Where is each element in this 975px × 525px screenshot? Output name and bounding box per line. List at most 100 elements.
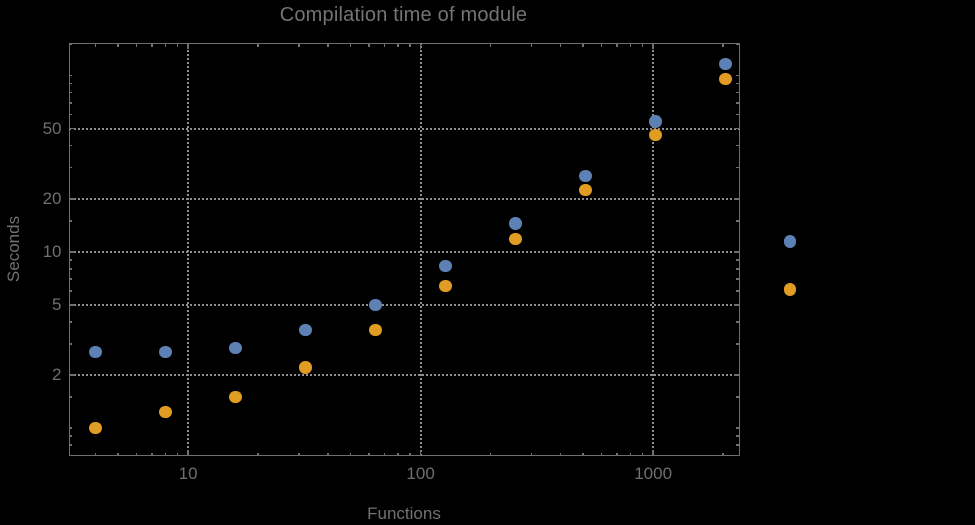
y-tick (736, 92, 740, 94)
x-tick (327, 43, 329, 47)
x-tick (164, 452, 167, 456)
y-tick (736, 44, 740, 46)
data-point-series-2-orange (719, 72, 732, 86)
x-tick (187, 43, 189, 49)
x-tick (641, 452, 644, 456)
x-tick (298, 43, 300, 47)
data-point-series-2-orange (509, 232, 522, 246)
x-tick (616, 452, 618, 456)
x-tick (641, 43, 644, 47)
y-tick (68, 83, 72, 85)
data-point-series-2-orange (439, 279, 452, 293)
h-gridline (68, 127, 740, 130)
x-tick (419, 450, 422, 456)
x-tick (600, 43, 603, 47)
y-tick (68, 220, 72, 222)
x-tick (722, 43, 724, 47)
x-tick (722, 452, 724, 456)
y-tick (68, 198, 75, 200)
y-tick (736, 145, 740, 147)
x-tick (559, 43, 562, 47)
data-point-series-1-blue (439, 259, 452, 273)
data-point-series-2-orange (89, 421, 102, 435)
y-tick (736, 114, 740, 116)
y-tick-label: 50 (42, 118, 62, 138)
h-gridline (68, 197, 740, 200)
y-tick (733, 374, 740, 376)
data-point-series-1-blue (229, 341, 242, 355)
y-tick (68, 343, 72, 345)
y-tick-label: 5 (52, 294, 62, 314)
data-point-series-2-orange (369, 323, 382, 337)
data-point-series-1-blue (649, 115, 662, 128)
data-point-series-1-blue (579, 169, 592, 183)
x-tick (257, 452, 259, 456)
y-tick (68, 268, 72, 270)
x-tick (349, 452, 352, 456)
data-point-series-1-blue (509, 217, 522, 230)
data-point-series-2-orange (159, 405, 172, 419)
x-tick (489, 452, 492, 456)
x-tick (409, 452, 411, 456)
y-tick (736, 220, 740, 222)
x-tick (257, 43, 259, 47)
data-point-series-1-blue (369, 298, 382, 312)
x-axis-label: Functions (367, 504, 441, 523)
x-tick-label: 1000 (634, 464, 673, 483)
y-tick (736, 290, 740, 292)
x-tick (397, 452, 399, 456)
x-tick (327, 452, 329, 456)
y-tick (68, 396, 72, 398)
x-tick (582, 43, 584, 47)
x-tick (582, 452, 584, 456)
x-tick (419, 43, 422, 49)
x-tick (368, 452, 370, 456)
x-tick (151, 452, 153, 456)
x-tick-label: 100 (406, 464, 435, 483)
h-gridline (68, 303, 740, 306)
x-tick (530, 452, 533, 456)
y-tick (68, 102, 72, 104)
x-tick (135, 43, 138, 47)
x-tick (383, 43, 386, 47)
x-tick (652, 43, 654, 49)
x-tick (117, 43, 119, 47)
legend-marker-series-1-blue (783, 235, 797, 248)
data-point-series-1-blue (89, 345, 102, 359)
y-tick (68, 444, 72, 446)
y-tick (733, 304, 740, 306)
x-tick (629, 452, 632, 456)
y-tick (733, 128, 740, 130)
y-tick (733, 251, 740, 253)
x-tick (164, 43, 167, 47)
x-tick (298, 452, 300, 456)
y-tick (736, 102, 740, 104)
y-tick (736, 83, 740, 85)
y-tick (68, 128, 75, 130)
y-tick (68, 374, 75, 376)
x-tick (368, 43, 370, 47)
y-tick (68, 145, 72, 147)
v-gridline (419, 43, 422, 456)
y-tick (736, 75, 740, 77)
data-point-series-1-blue (299, 323, 312, 337)
data-point-series-2-orange (229, 390, 242, 404)
y-tick (736, 268, 740, 270)
v-gridline (187, 43, 190, 456)
data-point-series-2-orange (579, 183, 592, 197)
x-tick (600, 452, 603, 456)
y-tick (68, 435, 72, 437)
x-tick (176, 43, 179, 47)
y-tick (736, 167, 740, 169)
h-gridline (68, 373, 740, 376)
y-tick (68, 44, 72, 46)
y-tick (736, 396, 740, 398)
y-tick (68, 290, 72, 292)
y-tick-label: 10 (42, 241, 62, 261)
y-tick (68, 278, 72, 280)
x-tick (409, 43, 411, 47)
y-tick (736, 278, 740, 280)
y-tick (68, 92, 72, 94)
y-tick (736, 321, 740, 323)
data-point-series-1-blue (719, 57, 732, 70)
